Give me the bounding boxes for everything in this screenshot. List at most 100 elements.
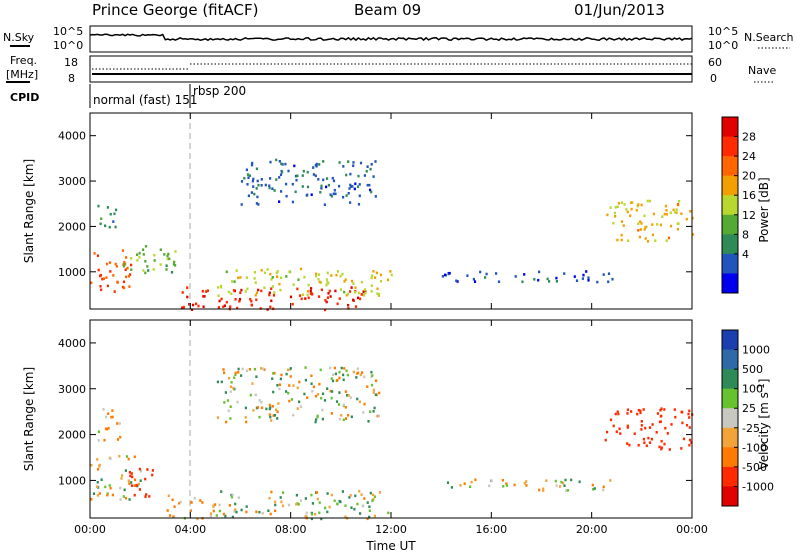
heatmap-cell xyxy=(356,367,359,370)
heatmap-cell xyxy=(151,469,154,472)
heatmap-cell xyxy=(316,393,320,396)
colorbar-tick-label: 25 xyxy=(742,402,756,415)
heatmap-cell xyxy=(225,270,228,274)
heatmap-cell xyxy=(307,296,310,300)
heatmap-cell xyxy=(249,297,252,301)
heatmap-cell xyxy=(220,285,223,289)
heatmap-cell xyxy=(338,161,341,164)
heatmap-cell xyxy=(330,377,333,380)
heatmap-cell xyxy=(346,373,349,377)
heatmap-cell xyxy=(659,408,662,412)
heatmap-cell xyxy=(361,371,364,374)
heatmap-cell xyxy=(607,272,611,275)
heatmap-cell xyxy=(639,411,642,414)
heatmap-cell xyxy=(105,276,108,279)
heatmap-cell xyxy=(488,484,491,488)
heatmap-cell xyxy=(295,503,298,506)
heatmap-cell xyxy=(90,498,93,501)
heatmap-cell xyxy=(555,280,558,283)
heatmap-cell xyxy=(322,178,325,182)
heatmap-cell xyxy=(349,396,352,399)
heatmap-cell xyxy=(562,481,565,485)
heatmap-cell xyxy=(358,194,361,198)
heatmap-cell xyxy=(263,271,266,275)
heatmap-cell xyxy=(349,290,352,293)
heatmap-cell xyxy=(280,373,283,377)
heatmap-cell xyxy=(317,295,321,298)
heatmap-cell xyxy=(320,187,323,190)
heatmap-cell xyxy=(106,284,109,288)
heatmap-cell xyxy=(267,509,270,512)
heatmap-cell xyxy=(620,238,623,242)
heatmap-cell xyxy=(611,277,614,281)
velocity-panel: 1000 2000 3000 4000 00:00 04:00 08:00 12:00 16:… xyxy=(22,319,708,553)
heatmap-cell xyxy=(271,276,274,279)
heatmap-cell xyxy=(90,281,93,285)
heatmap-cell xyxy=(255,298,258,302)
heatmap-cell xyxy=(324,308,327,312)
heatmap-cell xyxy=(369,491,372,495)
heatmap-cell xyxy=(282,491,285,494)
heatmap-cell xyxy=(255,291,258,294)
heatmap-cell xyxy=(604,438,607,442)
heatmap-cell xyxy=(108,484,111,487)
heatmap-cell xyxy=(346,394,349,397)
heatmap-cell xyxy=(357,203,361,206)
heatmap-cell xyxy=(288,399,291,403)
heatmap-cell xyxy=(317,178,320,181)
heatmap-cell xyxy=(345,369,348,373)
heatmap-cell xyxy=(311,293,314,296)
heatmap-cell xyxy=(629,214,632,218)
heatmap-cell xyxy=(230,292,233,295)
heatmap-cell xyxy=(326,492,329,495)
heatmap-cell xyxy=(358,183,361,186)
heatmap-cell xyxy=(209,512,213,515)
heatmap-cell xyxy=(108,225,111,229)
heatmap-cell xyxy=(245,505,248,508)
heatmap-cell xyxy=(333,188,336,192)
heatmap-cell xyxy=(276,417,279,420)
heatmap-cell xyxy=(130,481,133,484)
heatmap-cell xyxy=(227,409,230,413)
heatmap-cell xyxy=(688,443,691,447)
heatmap-cell xyxy=(215,514,218,517)
heatmap-cell xyxy=(234,508,237,511)
heatmap-cell xyxy=(138,251,141,255)
heatmap-cell xyxy=(119,498,122,501)
heatmap-cell xyxy=(376,414,379,418)
heatmap-cell xyxy=(345,194,348,197)
heatmap-cell xyxy=(587,279,590,282)
heatmap-cell xyxy=(362,411,365,414)
heatmap-cell xyxy=(292,384,295,387)
heatmap-cell xyxy=(350,286,353,289)
heatmap-cell xyxy=(378,391,381,395)
heatmap-cell xyxy=(363,294,366,297)
heatmap-cell xyxy=(112,274,115,277)
heatmap-cell xyxy=(338,184,341,188)
heatmap-cell xyxy=(602,485,605,489)
heatmap-cell xyxy=(209,514,212,518)
colorbar-swatch xyxy=(722,388,738,409)
heatmap-cell xyxy=(231,280,234,283)
nave-label: Nave xyxy=(748,64,776,77)
heatmap-cell xyxy=(328,505,331,509)
heatmap-cell xyxy=(501,478,504,482)
heatmap-cell xyxy=(139,469,143,473)
colorbar-swatch xyxy=(722,427,738,448)
heatmap-cell xyxy=(265,407,268,411)
heatmap-cell xyxy=(626,424,629,428)
heatmap-cell xyxy=(370,290,373,293)
heatmap-cell xyxy=(372,391,375,394)
heatmap-cell xyxy=(253,192,256,196)
heatmap-cell xyxy=(368,509,371,512)
heatmap-cell xyxy=(473,280,477,283)
heatmap-cell xyxy=(602,273,605,276)
heatmap-cell xyxy=(691,216,694,220)
heatmap-cell xyxy=(349,172,352,176)
heatmap-cell xyxy=(244,416,247,419)
heatmap-cell xyxy=(97,430,100,433)
heatmap-cell xyxy=(122,495,125,498)
nsky-label: N.Sky xyxy=(3,31,35,44)
heatmap-cell xyxy=(542,489,545,492)
y-tick-label: 3000 xyxy=(58,383,86,396)
